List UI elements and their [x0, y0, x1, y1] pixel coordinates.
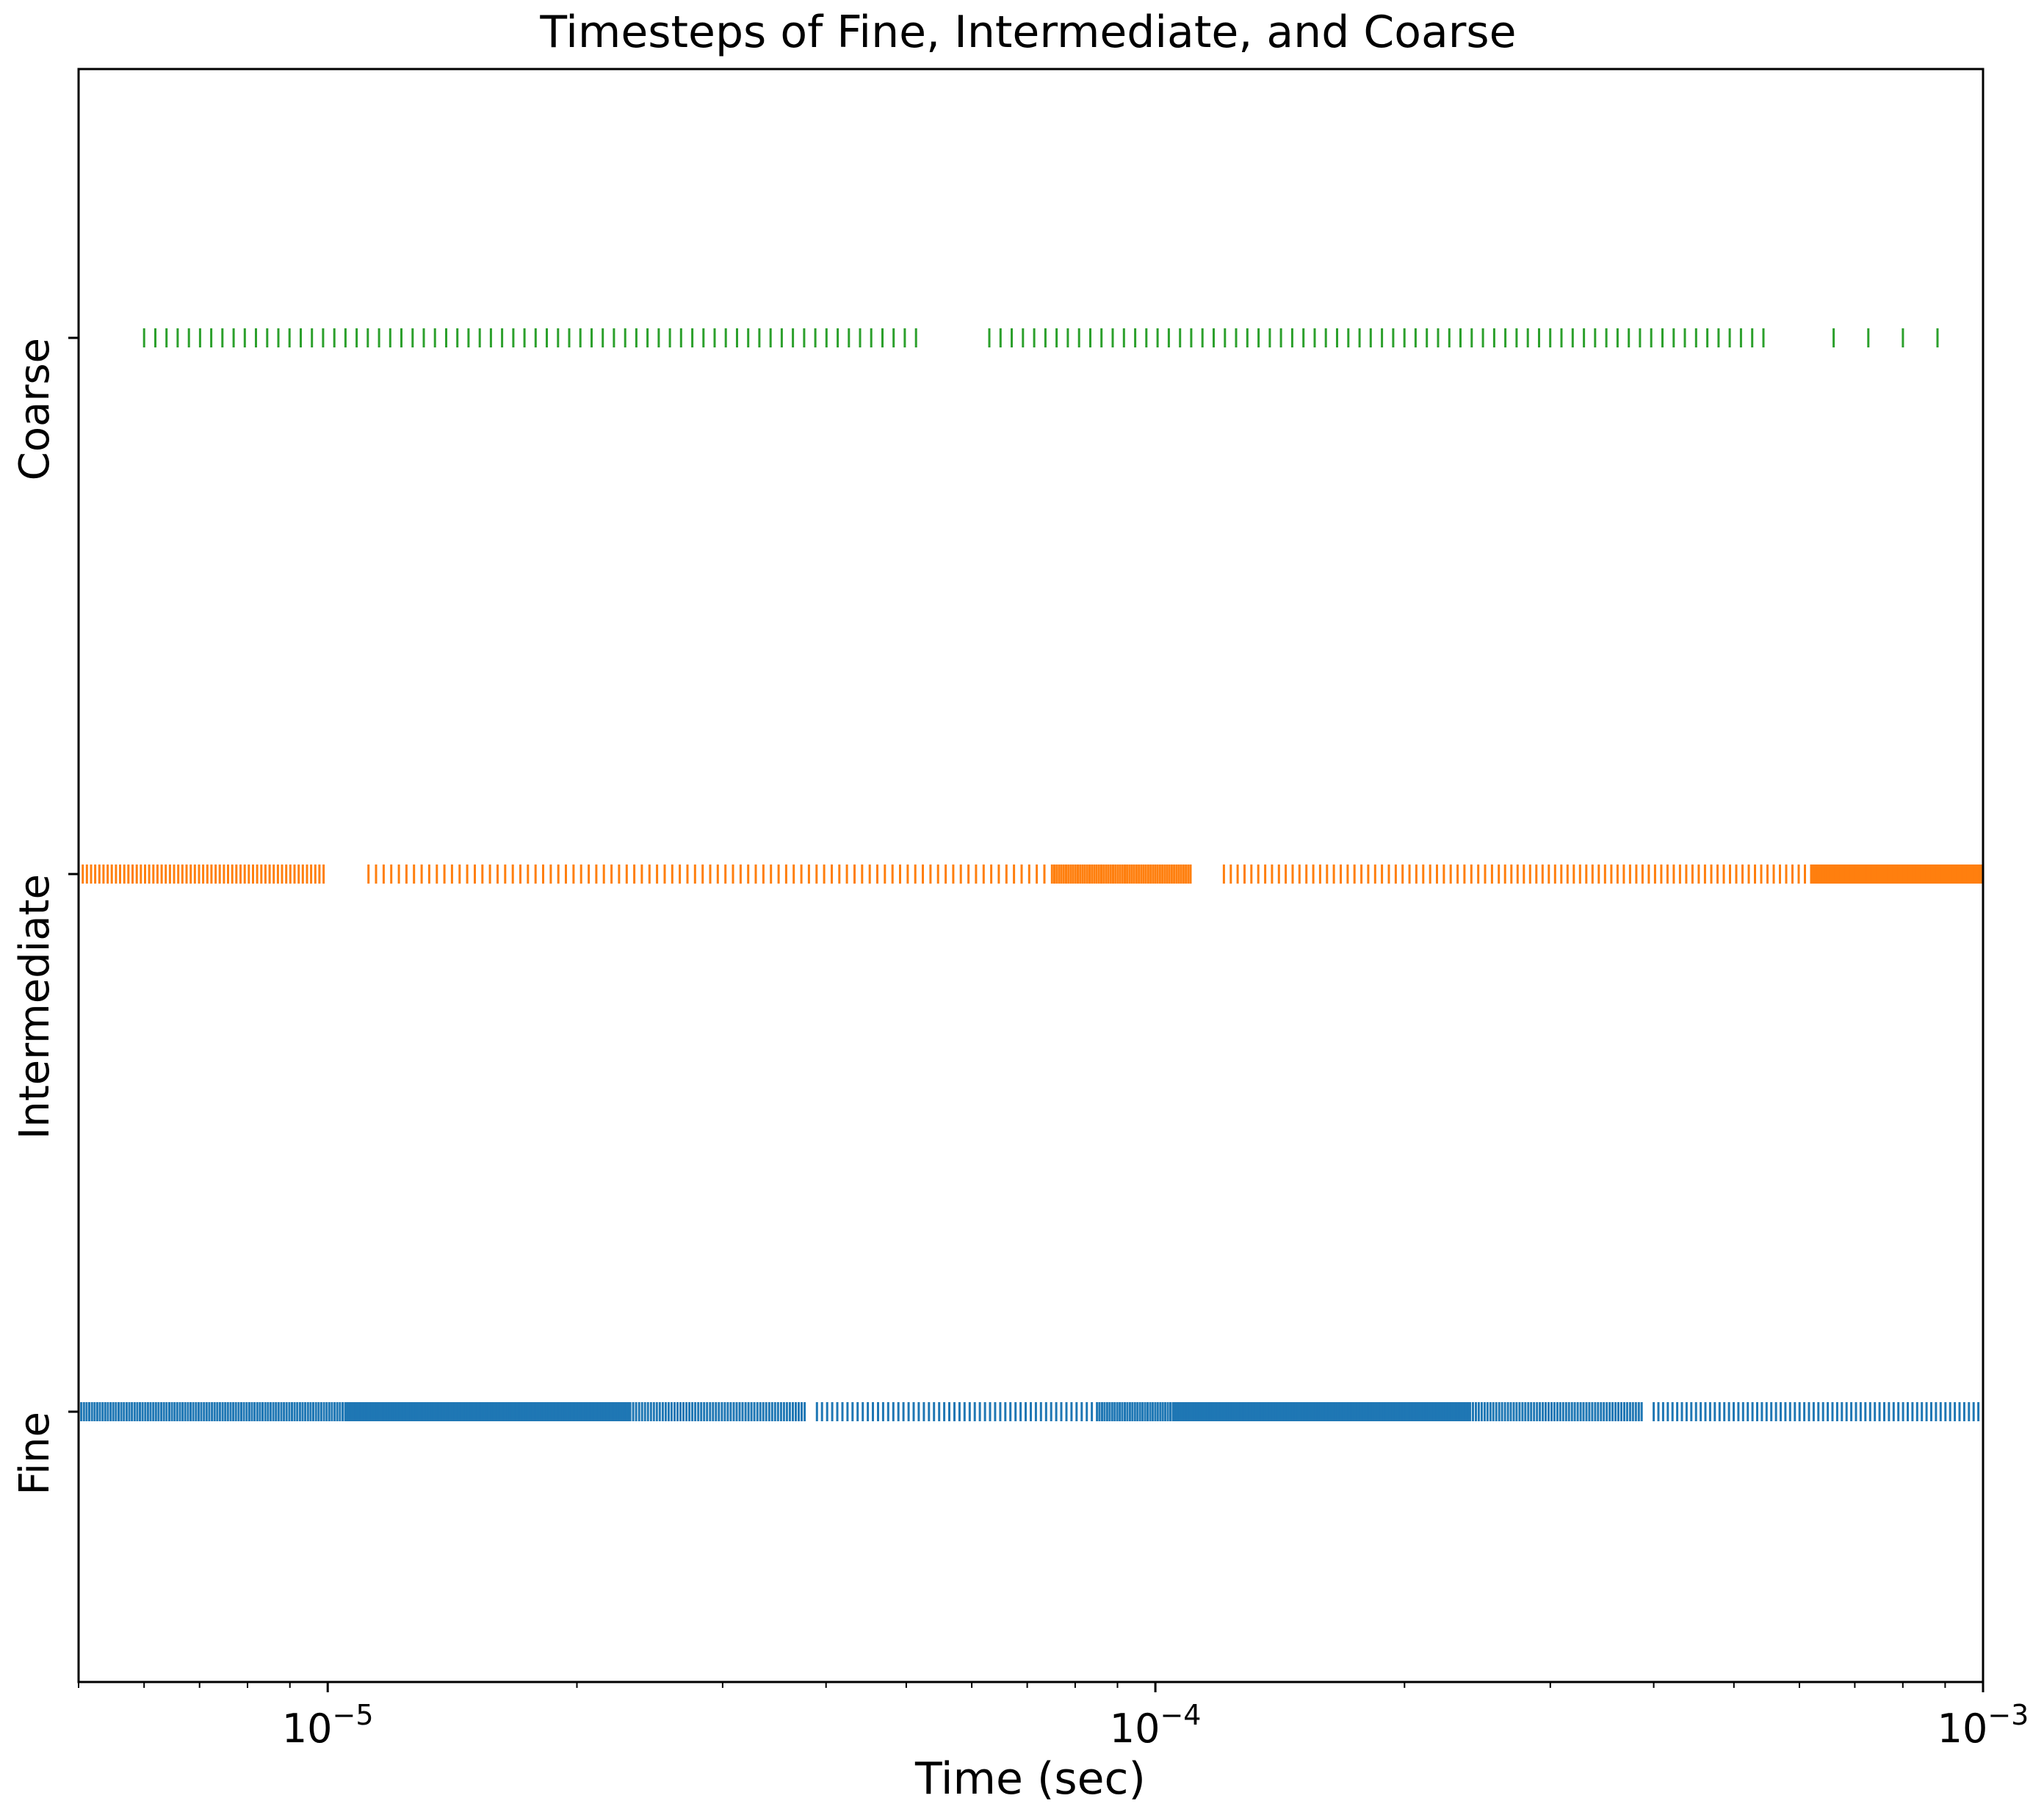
- marks-layer: [77, 328, 1983, 1421]
- x-axis-label: Time (sec): [914, 1753, 1146, 1805]
- x-tick-label: 10−3: [1938, 1699, 2029, 1752]
- x-axis: 10−5 10−4 10−3: [78, 1682, 2029, 1752]
- plot-frame: [77, 68, 1985, 1683]
- y-axis: Fine Intermediate Coarse: [11, 336, 79, 1495]
- x-tick-label: 10−5: [282, 1699, 374, 1752]
- series-fine: [77, 1402, 1980, 1421]
- y-category-label-coarse: Coarse: [11, 338, 59, 480]
- series-coarse: [142, 328, 1939, 347]
- y-category-label-fine: Fine: [11, 1412, 59, 1495]
- x-tick-label: 10−4: [1110, 1699, 1202, 1752]
- y-category-label-intermediate: Intermediate: [11, 874, 59, 1139]
- chart-title: Timesteps of Fine, Intermediate, and Coa…: [539, 7, 1516, 58]
- series-intermediate: [77, 865, 1983, 884]
